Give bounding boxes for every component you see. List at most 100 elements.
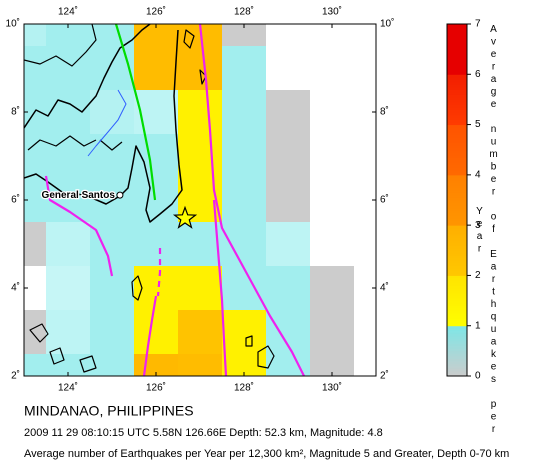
grid-cell [266, 178, 310, 222]
grid-cell [354, 90, 376, 134]
colorbar-segment [447, 280, 467, 284]
colorbar-segment [447, 330, 467, 334]
grid-cell [24, 354, 46, 376]
colorbar-segment [447, 368, 467, 372]
grid-cell [222, 266, 266, 310]
lat-tick-label: 2˚ [380, 370, 389, 382]
colorbar-segment [447, 64, 467, 68]
colorbar-segment [447, 315, 467, 319]
grid-cell [46, 222, 90, 266]
colorbar-segment [447, 298, 467, 302]
colorbar-segment [447, 260, 467, 264]
grid-cell [310, 222, 354, 266]
colorbar-segment [447, 373, 467, 377]
colorbar-segment [447, 117, 467, 121]
colorbar-frame [446, 23, 468, 377]
colorbar-segment [447, 162, 467, 166]
coastline [24, 24, 123, 151]
grid-cell [90, 310, 134, 354]
colorbar-segment [447, 124, 467, 128]
colorbar-segment [447, 365, 467, 369]
colorbar-segment [447, 270, 467, 274]
colorbar-tick-label: 5 [475, 119, 481, 130]
caption-note: Average number of Earthquakes per Year p… [24, 448, 509, 460]
colorbar-segment [447, 132, 467, 136]
colorbar-segment [447, 36, 467, 40]
colorbar-segment [447, 293, 467, 297]
colorbar-segment [447, 114, 467, 118]
colorbar-segment [447, 167, 467, 171]
grid-cell [178, 310, 222, 354]
lon-tick-label: 130˚ [322, 6, 342, 18]
colorbar-segment [447, 69, 467, 73]
grid-cell [24, 24, 46, 46]
grid-cell [24, 310, 46, 354]
colorbar-tick-label: 6 [475, 69, 481, 80]
grid-cell [46, 90, 90, 134]
grid-cell [46, 46, 90, 90]
colorbar-segment [447, 119, 467, 123]
grid-cell [310, 90, 354, 134]
grid-cell [310, 46, 354, 90]
colorbar-tick-label: 3 [475, 220, 481, 231]
epicenter-star [172, 205, 198, 229]
colorbar-segment [447, 109, 467, 113]
grid-cell [354, 134, 376, 178]
colorbar-segment [447, 282, 467, 286]
colorbar-segment [447, 290, 467, 294]
lat-tick-label: 6˚ [380, 194, 389, 206]
colorbar-segment [447, 134, 467, 138]
colorbar-segment [447, 159, 467, 163]
colorbar-segment [447, 303, 467, 307]
colorbar-segment [447, 333, 467, 337]
lon-tick-label: 130˚ [322, 382, 342, 394]
place-label: General Santos [42, 190, 116, 201]
colorbar-segment [447, 139, 467, 143]
lon-tick-label: 126˚ [146, 6, 166, 18]
grid-cell [178, 134, 222, 178]
colorbar-segment [447, 210, 467, 214]
colorbar-segment [447, 49, 467, 53]
grid-cell [24, 134, 46, 178]
colorbar-segment [447, 250, 467, 254]
place-marker [116, 191, 124, 199]
lat-tick-label: 2˚ [11, 370, 20, 382]
lon-tick-label: 124˚ [58, 6, 78, 18]
colorbar-segment [447, 262, 467, 266]
grid-cell [310, 134, 354, 178]
grid-cell [354, 354, 376, 376]
colorbar-segment [447, 197, 467, 201]
colorbar-segment [447, 177, 467, 181]
caption-event: 2009 11 29 08:10:15 UTC 5.58N 126.66E De… [24, 427, 383, 439]
grid-cell [46, 310, 90, 354]
colorbar-segment [447, 335, 467, 339]
colorbar-segment [447, 252, 467, 256]
grid-cell [354, 46, 376, 90]
colorbar: 0 1 2 3 4 5 6 7 [446, 19, 481, 382]
grid-cell [178, 46, 222, 90]
grid-cell [24, 222, 46, 266]
colorbar-segment [447, 247, 467, 251]
grid-cell [134, 46, 178, 90]
grid-cell [266, 222, 310, 266]
grid-cell [222, 46, 266, 90]
grid-cell [90, 222, 134, 266]
colorbar-segment [447, 174, 467, 178]
grid-cell [46, 266, 90, 310]
colorbar-segment [447, 348, 467, 352]
colorbar-segment [447, 240, 467, 244]
overlay: General Santos [40, 189, 198, 229]
colorbar-segment [447, 318, 467, 322]
lat-tick-label: 10˚ [6, 18, 20, 30]
grid-cell [222, 310, 266, 354]
island [183, 29, 207, 85]
colorbar-segment [447, 325, 467, 329]
lon-tick-label: 128˚ [234, 382, 254, 394]
colorbar-segment [447, 360, 467, 364]
colorbar-segment [447, 101, 467, 105]
grid-cell [222, 134, 266, 178]
lat-tick-label: 6˚ [11, 194, 20, 206]
grid-cell [90, 354, 134, 376]
